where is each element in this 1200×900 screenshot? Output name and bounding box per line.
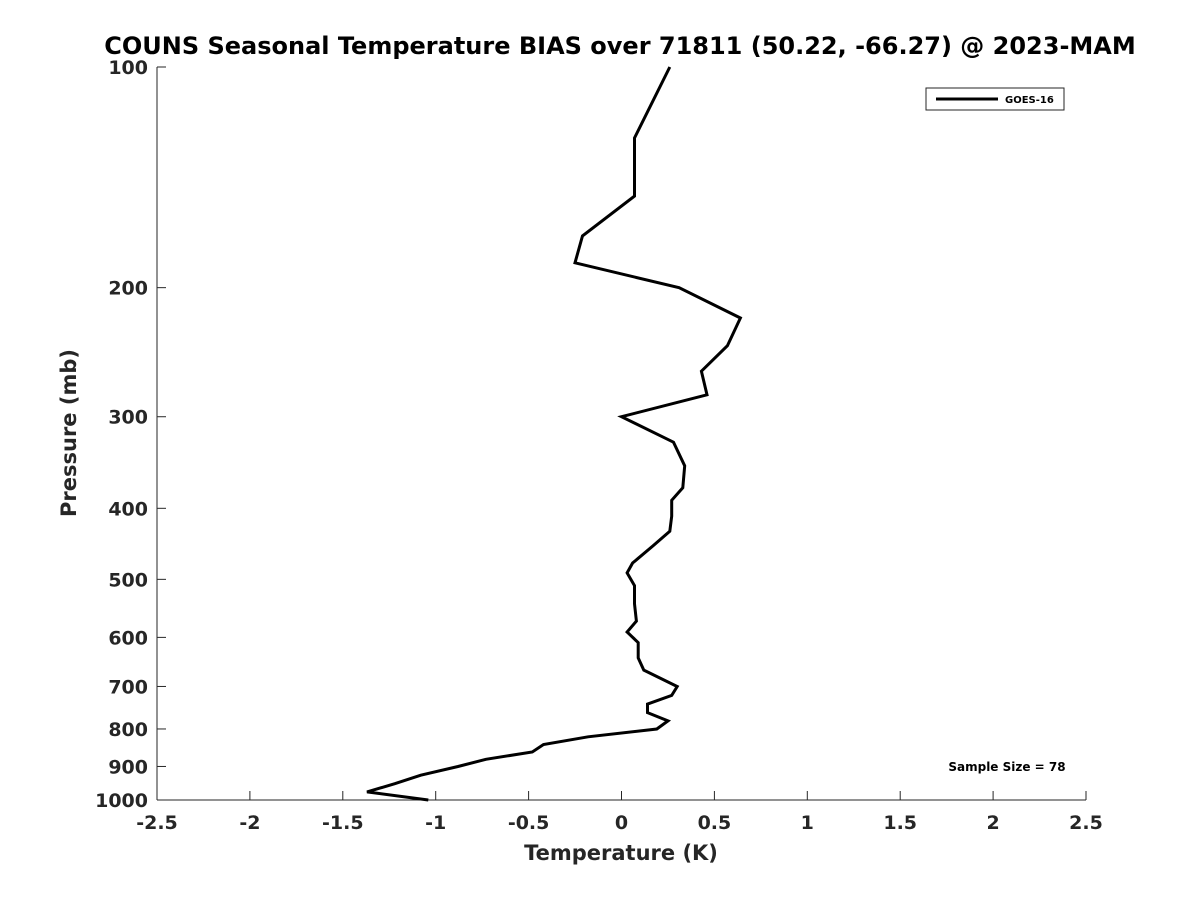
y-tick-label: 1000 bbox=[95, 790, 148, 812]
y-axis-label: Pressure (mb) bbox=[57, 349, 81, 517]
x-tick-label: 2.5 bbox=[1069, 812, 1103, 834]
y-tick-label: 500 bbox=[108, 569, 148, 591]
y-tick-label: 600 bbox=[108, 627, 148, 649]
chart-title: COUNS Seasonal Temperature BIAS over 718… bbox=[104, 32, 1136, 60]
x-tick-label: 1 bbox=[801, 812, 814, 834]
x-tick-label: -1.5 bbox=[322, 812, 364, 834]
y-tick-label: 700 bbox=[108, 676, 148, 698]
sample-size-annotation: Sample Size = 78 bbox=[948, 760, 1065, 774]
x-tick-label: 1.5 bbox=[883, 812, 917, 834]
x-tick-label: 0 bbox=[615, 812, 628, 834]
y-tick-label: 800 bbox=[108, 719, 148, 741]
series-line-goes-16 bbox=[366, 66, 743, 802]
x-axis-label: Temperature (K) bbox=[524, 841, 718, 865]
x-tick-label: -1 bbox=[425, 812, 446, 834]
legend-label-goes-16: GOES-16 bbox=[1005, 95, 1054, 106]
y-tick-label: 300 bbox=[108, 407, 148, 429]
series-layer bbox=[366, 66, 743, 802]
y-ticks: 100 200 300 400 500 600 700 800 900 1000 bbox=[95, 57, 166, 812]
x-tick-label: 0.5 bbox=[698, 812, 732, 834]
x-tick-label: 2 bbox=[986, 812, 999, 834]
y-tick-label: 400 bbox=[108, 498, 148, 520]
x-tick-label: -2 bbox=[239, 812, 260, 834]
x-tick-label: -2.5 bbox=[136, 812, 178, 834]
y-tick-label: 200 bbox=[108, 278, 148, 300]
legend: GOES-16 bbox=[925, 87, 1065, 111]
y-tick-label: 900 bbox=[108, 756, 148, 778]
y-tick-label: 100 bbox=[108, 57, 148, 79]
x-tick-label: -0.5 bbox=[508, 812, 550, 834]
x-ticks: -2.5 -2 -1.5 -1 -0.5 0 0.5 1 1.5 2 2.5 bbox=[136, 791, 1103, 834]
